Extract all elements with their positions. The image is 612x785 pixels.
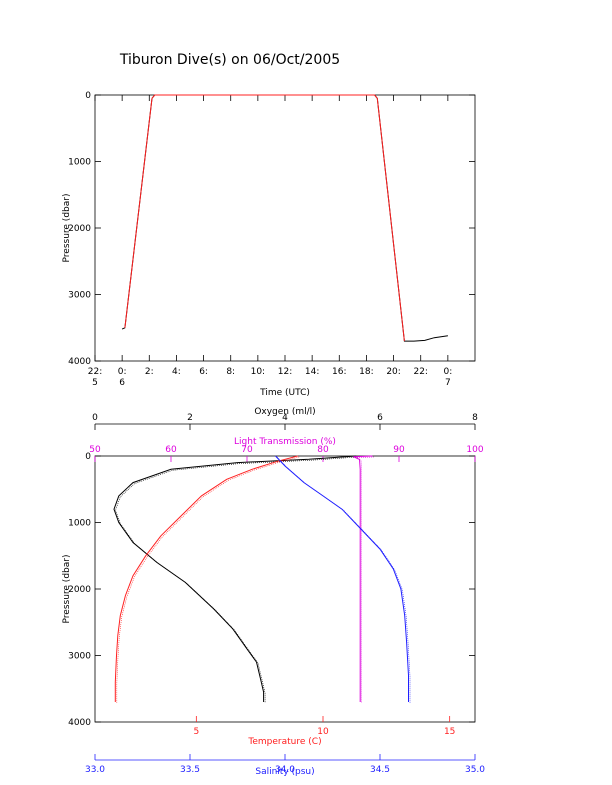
axis-tick-label-3: 33.0 bbox=[85, 765, 105, 775]
axis-tick-label-0: 0 bbox=[92, 413, 98, 423]
dive-plot-frame bbox=[94, 94, 476, 362]
dive-x-tick-label: 0: bbox=[443, 367, 452, 377]
axis-label-2: Temperature (C) bbox=[247, 737, 321, 747]
dive-x-tick-label: 6: bbox=[199, 367, 208, 377]
profile-y-tick-label: 2000 bbox=[68, 585, 91, 595]
axis-tick-label-2: 10 bbox=[317, 727, 329, 737]
axis-tick-label-2: 5 bbox=[193, 727, 199, 737]
dive-x-tick-label: 6 bbox=[119, 378, 125, 388]
axis-tick-label-1: 80 bbox=[317, 445, 329, 455]
axis-tick-label-1: 60 bbox=[165, 445, 177, 455]
axis-tick-label-0: 2 bbox=[187, 413, 193, 423]
dive-x-tick-label: 10: bbox=[251, 367, 265, 377]
axis-label-3: Salinity (psu) bbox=[255, 767, 314, 777]
dive-series-line-0 bbox=[121, 94, 448, 342]
dive-y-tick-label: 1000 bbox=[68, 158, 91, 168]
profile-y-tick-label: 1000 bbox=[68, 519, 91, 529]
dive-x-tick-label: 4: bbox=[172, 367, 181, 377]
axis-tick-label-1: 100 bbox=[466, 445, 483, 455]
dive-x-tick-label: 2: bbox=[145, 367, 154, 377]
profile-plot-frame bbox=[94, 455, 476, 723]
dive-x-tick-label: 14: bbox=[305, 367, 319, 377]
profile-series-trace-temperature bbox=[116, 456, 300, 703]
dive-x-tick-label: 22: bbox=[88, 367, 102, 377]
axis-label-1: Light Transmission (%) bbox=[234, 437, 336, 447]
dive-x-tick-label: 18: bbox=[359, 367, 373, 377]
dive-y-tick-label: 2000 bbox=[68, 224, 91, 234]
profile-series-trace-oxygen bbox=[115, 456, 358, 703]
profile-y-axis-label: Pressure (dbar) bbox=[62, 555, 72, 624]
axis-tick-label-3: 33.5 bbox=[180, 765, 200, 775]
page-title: Tiburon Dive(s) on 06/Oct/2005 bbox=[119, 52, 341, 68]
profile-series-salinity bbox=[275, 455, 409, 702]
dive-y-tick-label: 3000 bbox=[68, 291, 91, 301]
axis-tick-label-3: 34.0 bbox=[275, 765, 295, 775]
axis-tick-label-0: 8 bbox=[472, 413, 478, 423]
axis-tick-label-0: 4 bbox=[282, 413, 288, 423]
axis-tick-label-2: 15 bbox=[444, 727, 455, 737]
dive-y-axis-label: Pressure (dbar) bbox=[62, 194, 72, 263]
axis-tick-label-1: 90 bbox=[393, 445, 405, 455]
axis-tick-label-1: 50 bbox=[89, 445, 101, 455]
axis-tick-label-1: 70 bbox=[241, 445, 253, 455]
profile-y-tick-label: 3000 bbox=[68, 652, 91, 662]
dive-x-tick-label: 7 bbox=[445, 378, 451, 388]
profile-series-light-transmission bbox=[353, 455, 373, 702]
profile-series-trace-salinity bbox=[276, 456, 411, 703]
dive-x-tick-label: 20: bbox=[386, 367, 400, 377]
dive-x-tick-label: 5 bbox=[92, 378, 98, 388]
profile-series-temperature bbox=[114, 455, 298, 702]
dive-x-tick-label: 16: bbox=[332, 367, 346, 377]
dive-x-tick-label: 12: bbox=[278, 367, 292, 377]
dive-x-tick-label: 8: bbox=[226, 367, 235, 377]
dive-y-tick-label: 0 bbox=[85, 91, 91, 101]
profile-y-tick-label: 4000 bbox=[68, 718, 91, 728]
dive-x-tick-label: 0: bbox=[118, 367, 127, 377]
dive-x-tick-label: 22: bbox=[413, 367, 427, 377]
axis-tick-label-0: 6 bbox=[377, 413, 383, 423]
profile-series-oxygen bbox=[113, 455, 357, 702]
axis-tick-label-3: 34.5 bbox=[370, 765, 390, 775]
dive-series-line-1 bbox=[124, 94, 405, 342]
axis-tick-label-3: 35.0 bbox=[465, 765, 485, 775]
dive-y-tick-label: 4000 bbox=[68, 357, 91, 367]
profile-y-tick-label: 0 bbox=[85, 452, 91, 462]
profile-series-trace-light-transmission bbox=[354, 456, 374, 703]
axis-label-0: Oxygen (ml/l) bbox=[254, 407, 315, 417]
dive-x-axis-label: Time (UTC) bbox=[259, 388, 310, 398]
